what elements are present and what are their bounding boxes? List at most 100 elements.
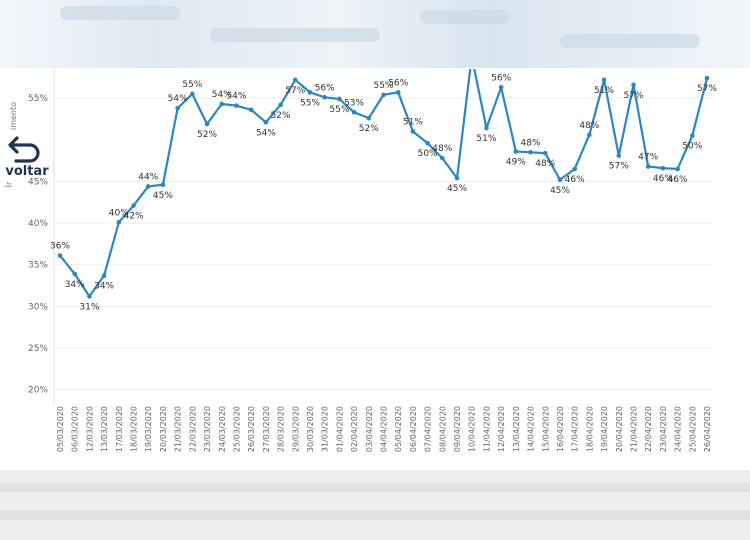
data-label: 51% xyxy=(476,134,496,144)
x-tick-label: 05/03/2020 xyxy=(56,406,65,452)
x-tick-label: 03/04/2020 xyxy=(365,406,374,452)
data-label: 57% xyxy=(697,84,717,94)
data-label: 48% xyxy=(579,121,599,131)
data-point xyxy=(337,96,342,102)
data-point xyxy=(57,253,63,258)
x-tick-label: 24/04/2020 xyxy=(674,406,683,452)
x-tick-label: 17/03/2020 xyxy=(115,406,124,452)
data-point xyxy=(87,294,92,299)
x-tick-label: 21/03/2020 xyxy=(174,406,183,452)
data-label: 46% xyxy=(668,175,688,185)
blurred-shape xyxy=(60,6,180,20)
back-button-label: voltar xyxy=(5,164,49,179)
x-tick-label: 02/04/2020 xyxy=(350,406,359,452)
data-label: 54% xyxy=(226,92,246,102)
blurred-shape xyxy=(210,28,380,42)
data-label: 50% xyxy=(418,149,438,159)
data-point xyxy=(234,103,239,108)
data-label: 48% xyxy=(521,138,541,148)
data-point xyxy=(601,77,607,83)
data-point xyxy=(469,54,474,59)
data-label: 51% xyxy=(594,86,614,96)
blurred-shape xyxy=(420,10,510,24)
data-point xyxy=(381,92,386,98)
x-tick-label: 23/03/2020 xyxy=(203,406,212,452)
y-tick-label: 30% xyxy=(28,302,48,312)
x-tick-label: 27/03/2020 xyxy=(262,406,271,452)
data-point xyxy=(484,125,489,131)
data-label: 54% xyxy=(168,94,188,104)
x-tick-label: 22/04/2020 xyxy=(644,406,653,452)
data-label: 56% xyxy=(315,83,335,93)
x-tick-label: 19/03/2020 xyxy=(144,406,153,452)
data-label: 54% xyxy=(256,128,276,138)
data-label: 42% xyxy=(124,212,144,222)
x-tick-label: 26/04/2020 xyxy=(703,406,712,452)
data-point xyxy=(395,90,401,95)
y-tick-label: 40% xyxy=(28,219,48,229)
data-label: 49% xyxy=(506,157,526,167)
x-tick-label: 20/03/2020 xyxy=(159,406,168,452)
data-label: 48% xyxy=(432,144,452,154)
data-point xyxy=(175,105,180,111)
data-point xyxy=(689,133,695,138)
x-tick-label: 13/04/2020 xyxy=(512,406,521,452)
x-tick-label: 18/04/2020 xyxy=(585,406,594,452)
data-point xyxy=(263,120,269,125)
plot-area xyxy=(57,54,710,299)
x-tick-label: 30/03/2020 xyxy=(306,406,315,452)
x-tick-label: 13/03/2020 xyxy=(100,406,109,452)
x-tick-label: 08/04/2020 xyxy=(438,406,447,452)
y-tick-label: 25% xyxy=(28,344,48,354)
data-label: 34% xyxy=(65,280,85,290)
blurred-shape xyxy=(0,510,750,520)
data-label: 40% xyxy=(109,208,129,218)
x-tick-label: 06/03/2020 xyxy=(71,406,80,452)
x-tick-label: 15/04/2020 xyxy=(541,406,550,452)
blurred-footer-background xyxy=(0,470,750,540)
y-axis-label-fragment: imento xyxy=(9,101,18,130)
data-label: 50% xyxy=(682,142,702,152)
x-tick-label: 22/03/2020 xyxy=(188,406,197,452)
back-button[interactable]: voltar xyxy=(4,134,50,180)
data-point xyxy=(116,219,122,225)
x-tick-label: 28/03/2020 xyxy=(277,406,286,452)
x-tick-label: 25/03/2020 xyxy=(232,406,241,452)
data-point xyxy=(454,175,460,181)
x-tick-label: 07/04/2020 xyxy=(424,406,433,452)
data-label: 36% xyxy=(50,242,70,252)
data-point xyxy=(278,102,283,108)
data-point xyxy=(292,77,298,83)
x-tick-label: 24/03/2020 xyxy=(218,406,227,452)
x-tick-label: 26/03/2020 xyxy=(247,406,256,452)
blurred-header-background xyxy=(0,0,750,68)
x-tick-label: 11/04/2020 xyxy=(482,406,491,452)
y-axis-label-fragment-2: Ír xyxy=(4,181,14,188)
blurred-shape xyxy=(560,34,700,48)
x-tick-label: 06/04/2020 xyxy=(409,406,418,452)
x-tick-label: 19/04/2020 xyxy=(600,406,609,452)
data-point xyxy=(190,91,195,97)
x-tick-label: 01/04/2020 xyxy=(335,406,344,452)
x-tick-label: 31/03/2020 xyxy=(321,406,330,452)
data-label: 46% xyxy=(565,175,585,185)
data-label: 55% xyxy=(182,80,202,90)
data-label: 34% xyxy=(94,282,114,292)
data-label: 44% xyxy=(138,172,158,182)
data-point xyxy=(498,85,504,90)
x-tick-label: 10/04/2020 xyxy=(468,406,477,452)
x-tick-label: 29/03/2020 xyxy=(291,406,300,452)
data-label: 31% xyxy=(79,302,99,312)
data-point xyxy=(248,107,254,113)
data-label: 48% xyxy=(535,159,555,169)
data-point xyxy=(631,82,636,88)
data-label: 57% xyxy=(285,86,305,96)
y-tick-label: 35% xyxy=(28,261,48,271)
x-tick-label: 12/03/2020 xyxy=(85,406,94,452)
data-label: 57% xyxy=(609,162,629,172)
data-point xyxy=(587,132,592,138)
data-point xyxy=(72,271,78,277)
x-tick-label: 23/04/2020 xyxy=(659,406,668,452)
data-point xyxy=(528,149,533,155)
data-point xyxy=(145,184,151,189)
